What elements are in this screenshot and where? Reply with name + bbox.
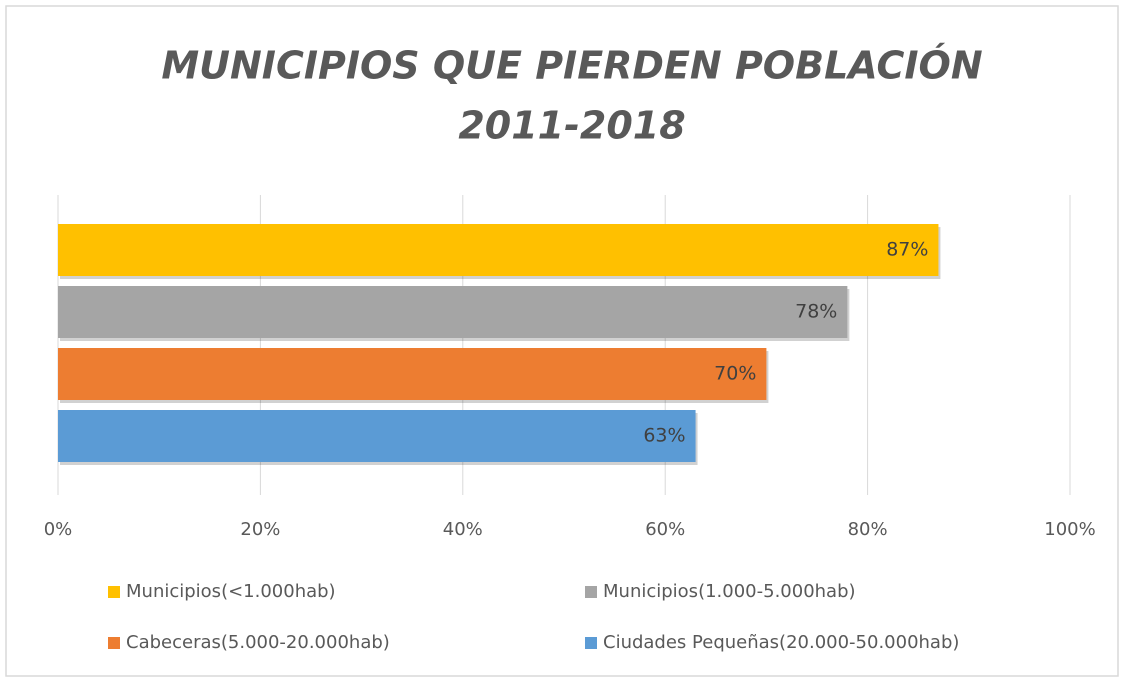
- chart-title: MUNICIPIOS QUE PIERDEN POBLACIÓN: [161, 44, 982, 88]
- legend-label: Cabeceras(5.000-20.000hab): [126, 632, 390, 653]
- x-tick-label: 100%: [1044, 519, 1095, 540]
- bar: [58, 286, 848, 338]
- value-label: 78%: [795, 301, 837, 323]
- chart-frame: [5, 5, 1119, 677]
- chart-title: 2011-2018: [458, 104, 685, 148]
- x-tick-label: 40%: [443, 519, 483, 540]
- legend-label: Ciudades Pequeñas(20.000-50.000hab): [603, 632, 959, 653]
- x-tick-label: 80%: [848, 519, 888, 540]
- x-tick-label: 60%: [645, 519, 685, 540]
- legend-swatch: [585, 637, 597, 649]
- legend-label: Municipios(1.000-5.000hab): [603, 581, 856, 602]
- x-tick-label: 0%: [44, 519, 73, 540]
- value-label: 70%: [714, 363, 756, 385]
- legend-swatch: [585, 586, 597, 598]
- legend-swatch: [108, 586, 120, 598]
- value-label: 87%: [886, 239, 928, 261]
- legend-label: Municipios(<1.000hab): [126, 581, 336, 602]
- x-tick-label: 20%: [240, 519, 280, 540]
- bar: [58, 348, 767, 400]
- bar: [58, 224, 939, 276]
- value-label: 63%: [643, 425, 685, 447]
- legend-swatch: [108, 637, 120, 649]
- bar: [58, 410, 696, 462]
